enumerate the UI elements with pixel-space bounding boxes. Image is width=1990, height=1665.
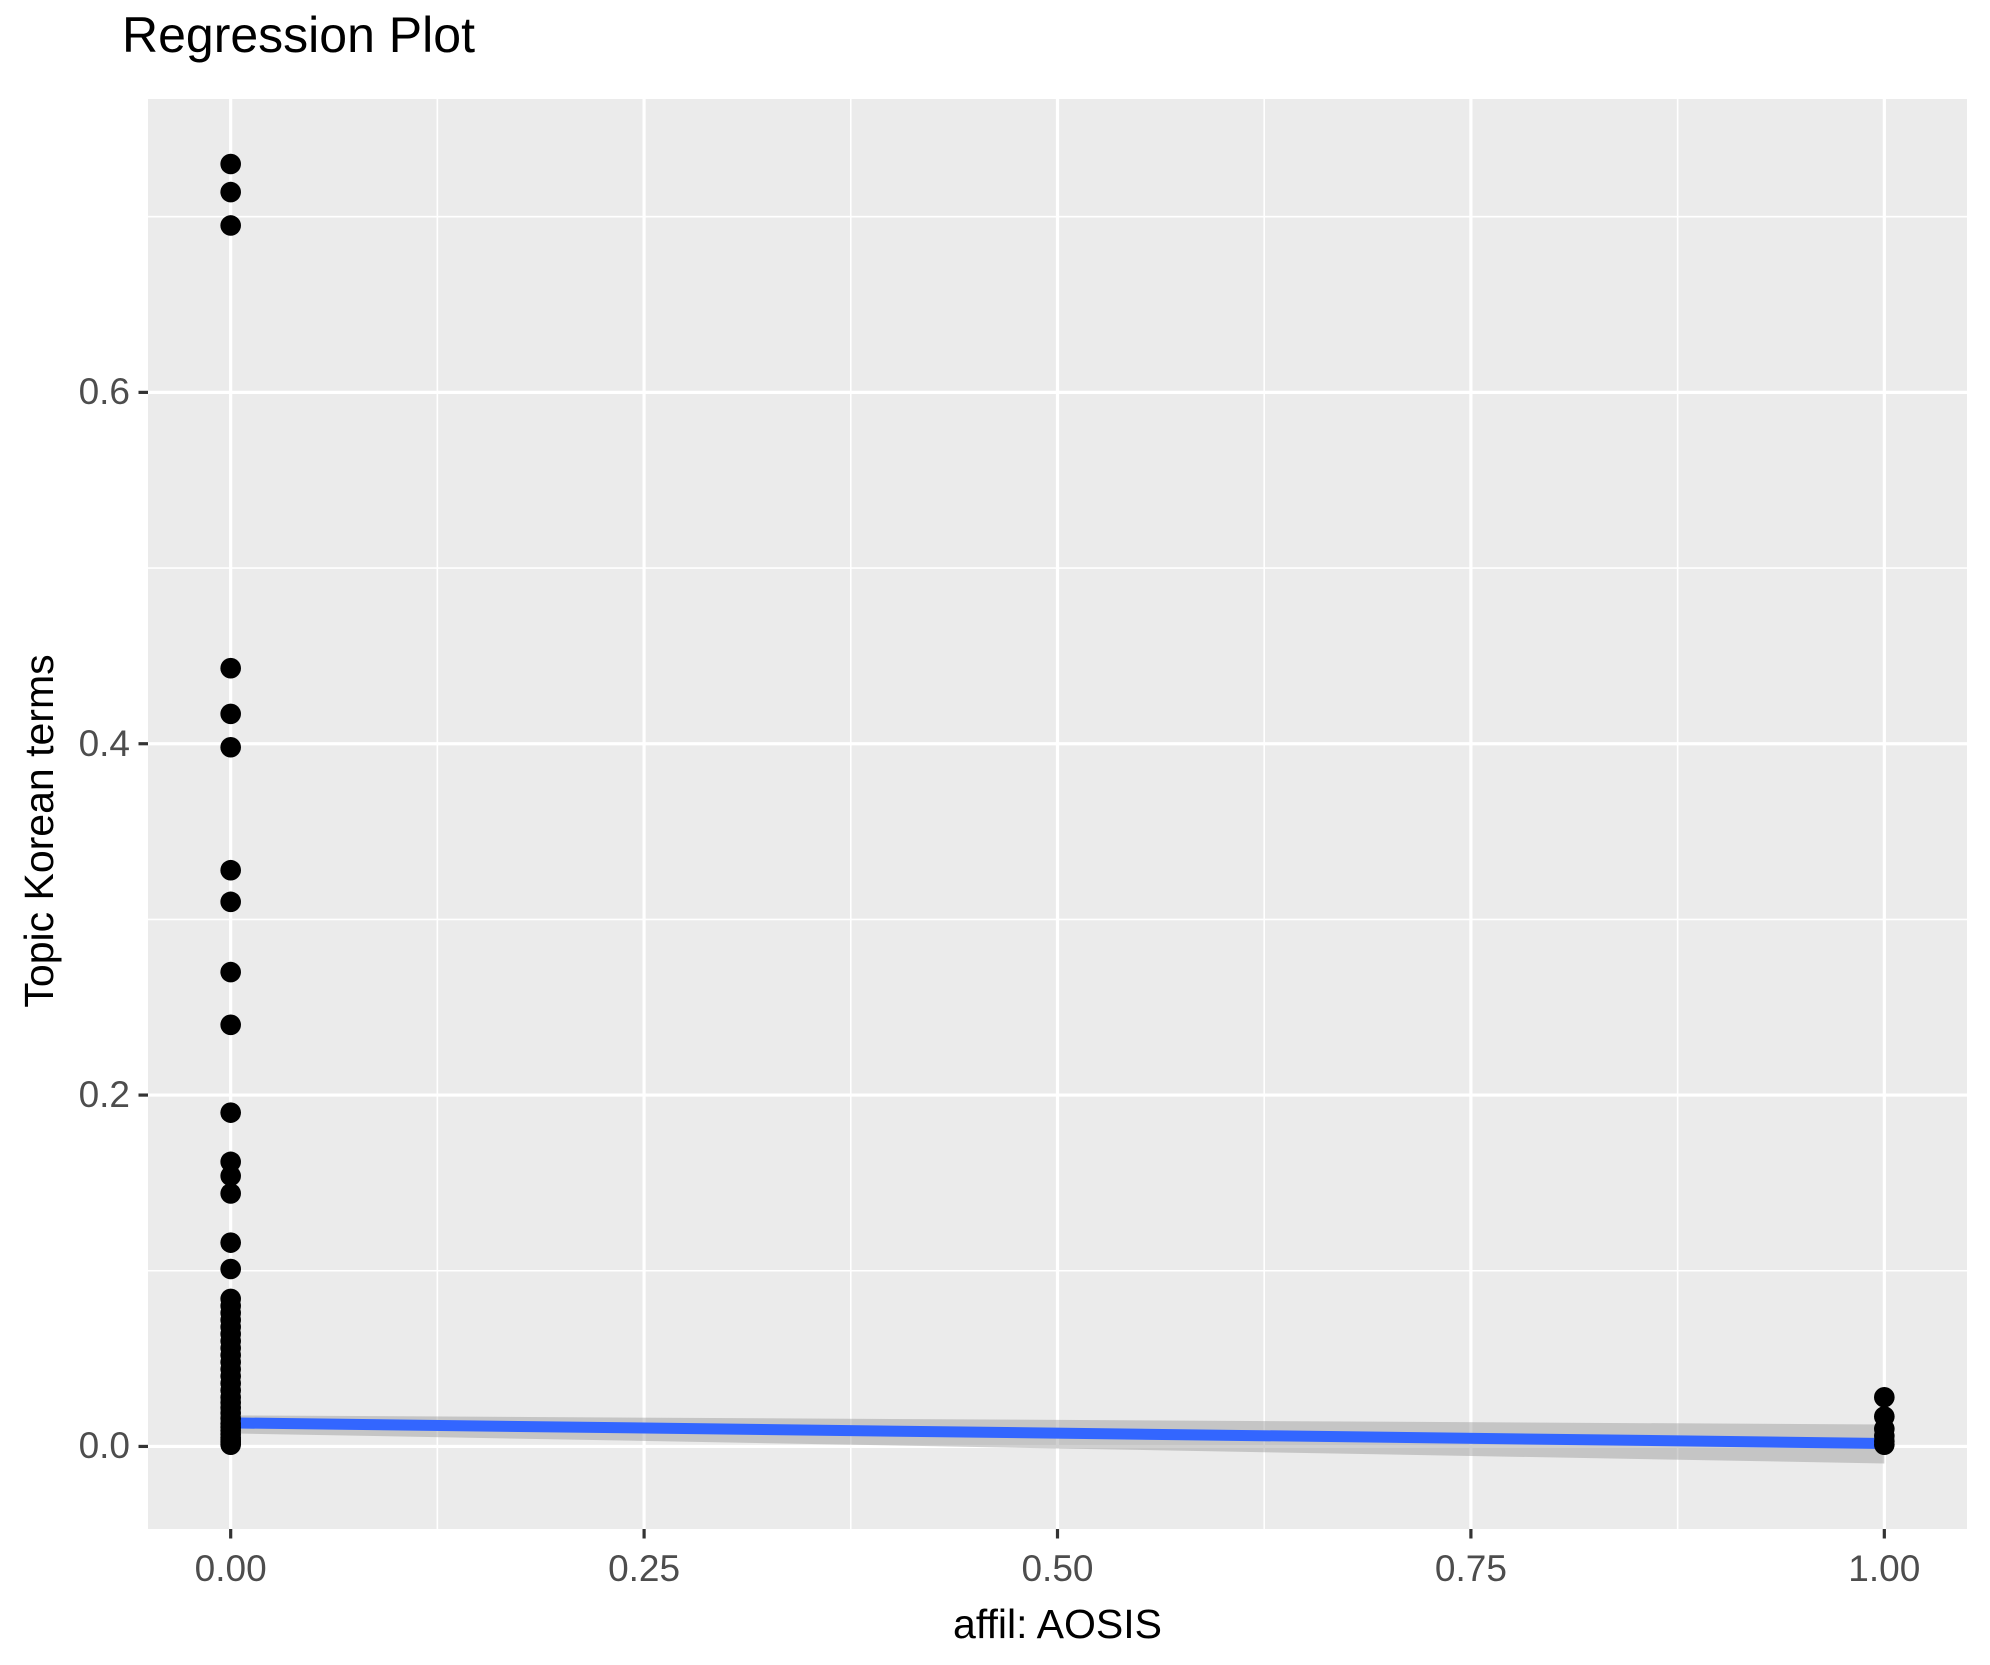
x-axis-title: affil: AOSIS <box>953 1601 1162 1647</box>
data-point <box>220 1165 241 1187</box>
x-tick-label: 0.50 <box>1021 1548 1094 1589</box>
data-point <box>1874 1434 1895 1455</box>
y-tick-label: 0.4 <box>78 722 130 764</box>
y-tick-label: 0.0 <box>78 1425 130 1467</box>
data-point <box>220 1434 241 1455</box>
y-tick-label: 0.6 <box>78 371 130 413</box>
data-point <box>220 1183 241 1204</box>
data-point <box>220 703 241 725</box>
data-point <box>220 657 241 679</box>
plot-title: Regression Plot <box>122 7 475 63</box>
data-point <box>220 961 241 983</box>
data-point <box>220 1258 241 1280</box>
data-point <box>220 1014 241 1036</box>
x-tick-label: 0.25 <box>608 1548 681 1589</box>
data-point <box>220 736 241 758</box>
data-point <box>220 1232 241 1253</box>
x-tick-label: 0.75 <box>1434 1548 1507 1589</box>
y-tick-label: 0.2 <box>78 1074 130 1116</box>
x-tick-label: 0.00 <box>194 1548 267 1589</box>
regression-line <box>230 1417 1885 1449</box>
data-point <box>220 859 241 881</box>
data-point <box>1874 1386 1895 1408</box>
data-point <box>220 215 241 236</box>
data-point <box>220 1102 241 1123</box>
data-point <box>220 181 241 203</box>
data-point <box>220 153 241 175</box>
data-point <box>220 891 241 913</box>
x-tick-label: 1.00 <box>1848 1548 1921 1589</box>
